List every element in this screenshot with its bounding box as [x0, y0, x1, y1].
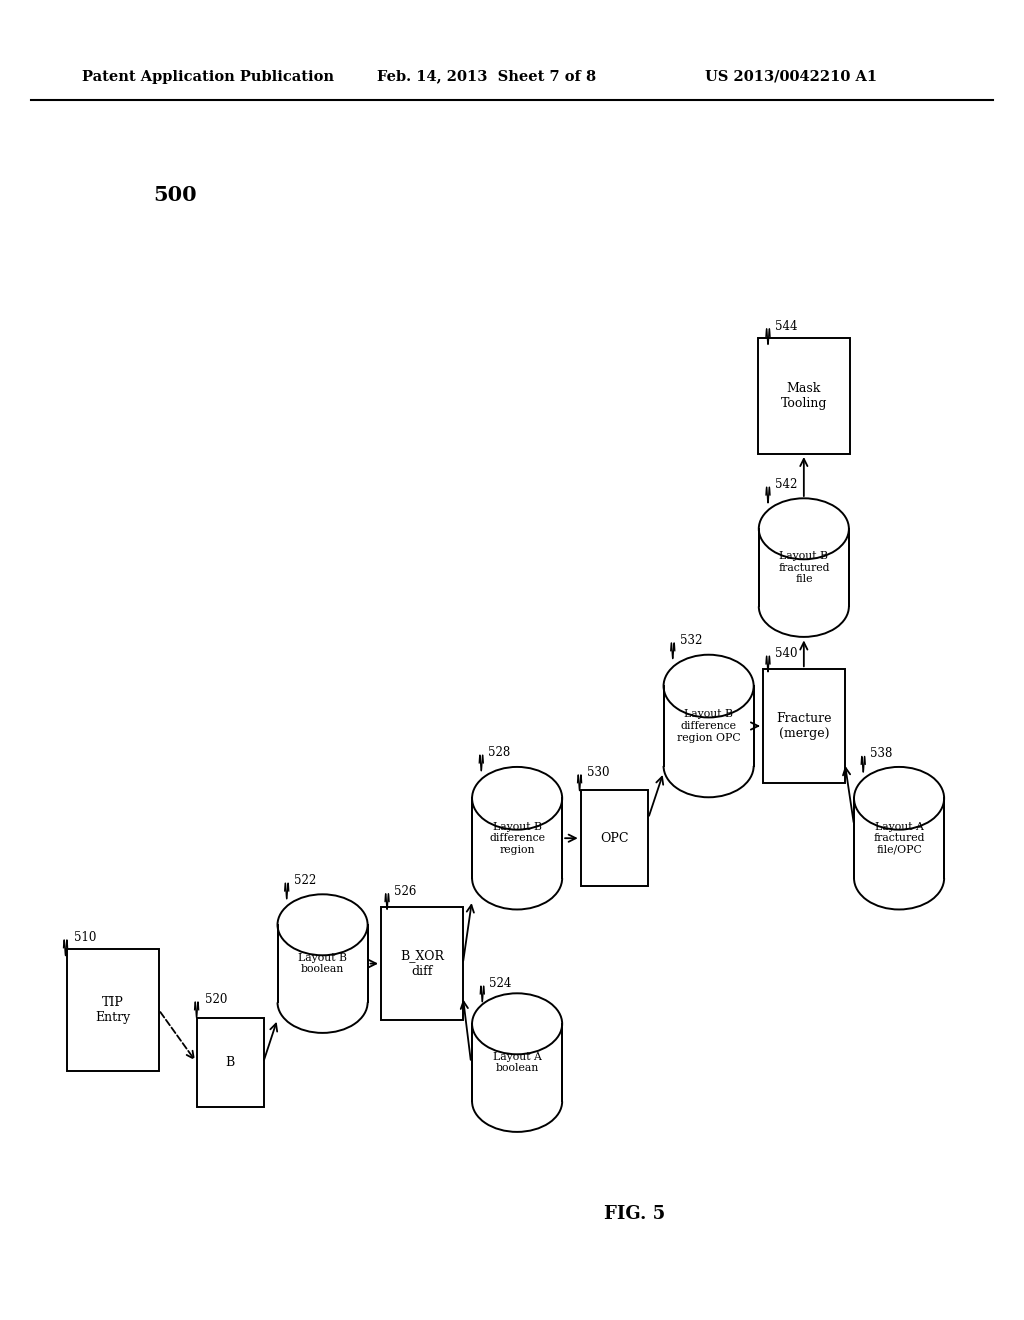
Text: FIG. 5: FIG. 5 — [604, 1205, 666, 1224]
FancyBboxPatch shape — [381, 907, 463, 1020]
Ellipse shape — [664, 655, 754, 718]
Ellipse shape — [278, 895, 368, 956]
Text: Layout B
boolean: Layout B boolean — [298, 953, 347, 974]
Bar — [664, 686, 754, 766]
Text: 538: 538 — [870, 747, 893, 760]
Text: Feb. 14, 2013  Sheet 7 of 8: Feb. 14, 2013 Sheet 7 of 8 — [377, 70, 596, 83]
Ellipse shape — [854, 846, 944, 909]
Bar — [472, 799, 562, 878]
Text: Layout B
fractured
file: Layout B fractured file — [778, 550, 829, 585]
Bar — [758, 574, 850, 606]
Text: 542: 542 — [775, 478, 798, 491]
Text: B_XOR
diff: B_XOR diff — [400, 949, 443, 978]
FancyBboxPatch shape — [763, 669, 845, 783]
Ellipse shape — [759, 499, 849, 560]
Ellipse shape — [278, 972, 368, 1032]
Ellipse shape — [472, 767, 562, 830]
Text: B: B — [225, 1056, 236, 1069]
Bar — [663, 733, 755, 766]
Text: Layout B
difference
region OPC: Layout B difference region OPC — [677, 709, 740, 743]
Text: Fracture
(merge): Fracture (merge) — [776, 711, 831, 741]
Text: OPC: OPC — [600, 832, 629, 845]
Text: 522: 522 — [294, 874, 316, 887]
Bar — [278, 925, 368, 1002]
Ellipse shape — [854, 767, 944, 830]
Text: Layout A
boolean: Layout A boolean — [493, 1052, 542, 1073]
Bar — [471, 1069, 563, 1101]
Bar — [853, 845, 945, 878]
FancyBboxPatch shape — [197, 1018, 264, 1107]
Text: 526: 526 — [394, 884, 417, 898]
FancyBboxPatch shape — [581, 789, 648, 887]
FancyBboxPatch shape — [67, 949, 159, 1071]
Bar — [276, 970, 369, 1002]
Text: Patent Application Publication: Patent Application Publication — [82, 70, 334, 83]
Ellipse shape — [759, 576, 849, 636]
Bar — [854, 799, 944, 878]
Ellipse shape — [664, 734, 754, 797]
Text: US 2013/0042210 A1: US 2013/0042210 A1 — [705, 70, 877, 83]
Ellipse shape — [472, 846, 562, 909]
Ellipse shape — [472, 1071, 562, 1133]
Text: 540: 540 — [775, 647, 798, 660]
Text: 528: 528 — [488, 746, 511, 759]
Text: Layout A
fractured
file/OPC: Layout A fractured file/OPC — [873, 821, 925, 855]
Text: 510: 510 — [74, 931, 96, 944]
Text: 520: 520 — [205, 993, 227, 1006]
Text: 530: 530 — [587, 766, 609, 779]
Bar — [759, 529, 849, 606]
Text: 544: 544 — [775, 319, 798, 333]
Bar — [472, 1024, 562, 1101]
Ellipse shape — [472, 993, 562, 1055]
Text: Mask
Tooling: Mask Tooling — [780, 381, 827, 411]
Text: Layout B
difference
region: Layout B difference region — [489, 821, 545, 855]
Text: 524: 524 — [489, 977, 512, 990]
Text: TIP
Entry: TIP Entry — [95, 995, 130, 1024]
Text: 500: 500 — [154, 185, 198, 205]
Text: 532: 532 — [680, 634, 702, 647]
Bar — [471, 845, 563, 878]
FancyBboxPatch shape — [758, 338, 850, 454]
